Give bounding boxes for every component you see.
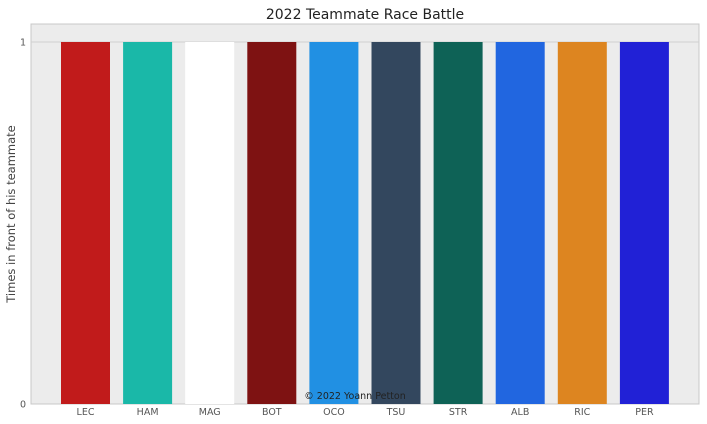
x-tick-label-tsu: TSU <box>386 407 406 418</box>
y-tick-label: 1 <box>20 38 26 49</box>
bar-ham <box>123 42 173 404</box>
bar-oco <box>309 42 359 404</box>
bar-mag <box>185 42 235 404</box>
watermark-annotation: © 2022 Yoann Petton <box>304 391 405 402</box>
y-tick-labels: 01 <box>20 38 26 411</box>
bar-ric <box>557 42 607 404</box>
bar-tsu <box>371 42 421 404</box>
chart-title: 2022 Teammate Race Battle <box>266 7 464 23</box>
y-axis-label: Times in front of his teammate <box>4 125 18 303</box>
x-tick-labels: LEC HAM MAG BOT OCO TSU STR ALB RIC PER <box>77 407 654 418</box>
bar-bot <box>247 42 297 404</box>
bar-per <box>619 42 669 404</box>
x-tick-label-ham: HAM <box>137 407 159 418</box>
bar-alb <box>495 42 545 404</box>
x-tick-label-oco: OCO <box>323 407 345 418</box>
x-tick-label-ric: RIC <box>574 407 590 418</box>
bars <box>61 42 669 404</box>
bar-lec <box>61 42 110 404</box>
y-tick-label: 0 <box>20 400 26 411</box>
x-tick-label-per: PER <box>635 407 654 418</box>
x-tick-label-lec: LEC <box>77 407 95 418</box>
x-tick-label-alb: ALB <box>511 407 529 418</box>
x-tick-label-str: STR <box>449 407 468 418</box>
bar-str <box>433 42 483 404</box>
x-tick-label-mag: MAG <box>199 407 221 418</box>
x-tick-label-bot: BOT <box>262 407 282 418</box>
